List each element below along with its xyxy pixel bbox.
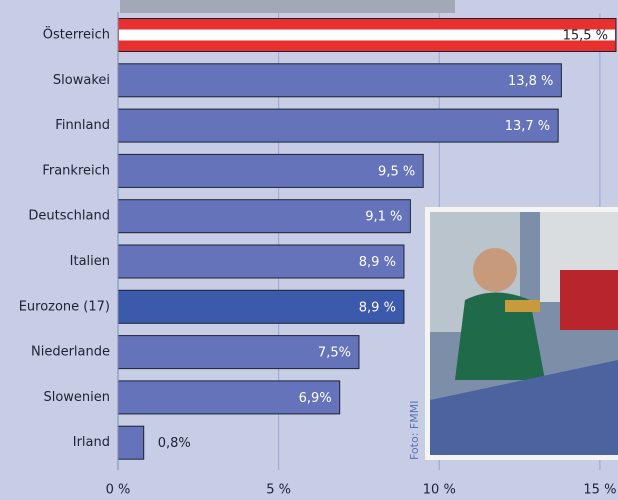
value-label: 6,9% (299, 391, 332, 406)
y-tick-label: Frankreich (42, 163, 110, 178)
value-label: 9,5 % (378, 164, 415, 179)
y-tick-label: Deutschland (28, 209, 110, 224)
y-tick-label: Irland (73, 435, 110, 450)
x-tick-label: 15 % (583, 483, 616, 498)
value-label: 13,7 % (505, 119, 550, 134)
photo (425, 207, 618, 460)
y-tick-label: Slowakei (53, 73, 110, 88)
y-tick-label: Niederlande (31, 345, 110, 360)
value-label: 8,9 % (359, 300, 396, 315)
chart: Foto: FMMI 0 % 5 % 10 % 15 % 15,5 % Österreic… (0, 0, 618, 500)
x-tick-label: 10 % (423, 483, 456, 498)
y-tick-label: Eurozone (17) (19, 299, 110, 314)
bar-stripe (119, 30, 615, 41)
value-label: 0,8% (158, 436, 191, 451)
y-tick-label: Österreich (43, 26, 110, 43)
value-label: 8,9 % (359, 255, 396, 270)
bar (118, 109, 558, 142)
x-tick-label: 0 % (106, 483, 131, 498)
value-label: 15,5 % (563, 29, 608, 44)
bar (118, 64, 561, 97)
y-tick-label: Finnland (55, 118, 110, 133)
x-tick-label: 5 % (266, 483, 291, 498)
bar (118, 426, 144, 459)
header-strip (120, 0, 455, 13)
photo-credit: Foto: FMMI (408, 401, 421, 460)
y-tick-label: Slowenien (43, 390, 110, 405)
value-label: 7,5% (318, 346, 351, 361)
value-label: 13,8 % (508, 74, 553, 89)
value-label: 9,1 % (365, 210, 402, 225)
y-tick-label: Italien (70, 254, 110, 269)
